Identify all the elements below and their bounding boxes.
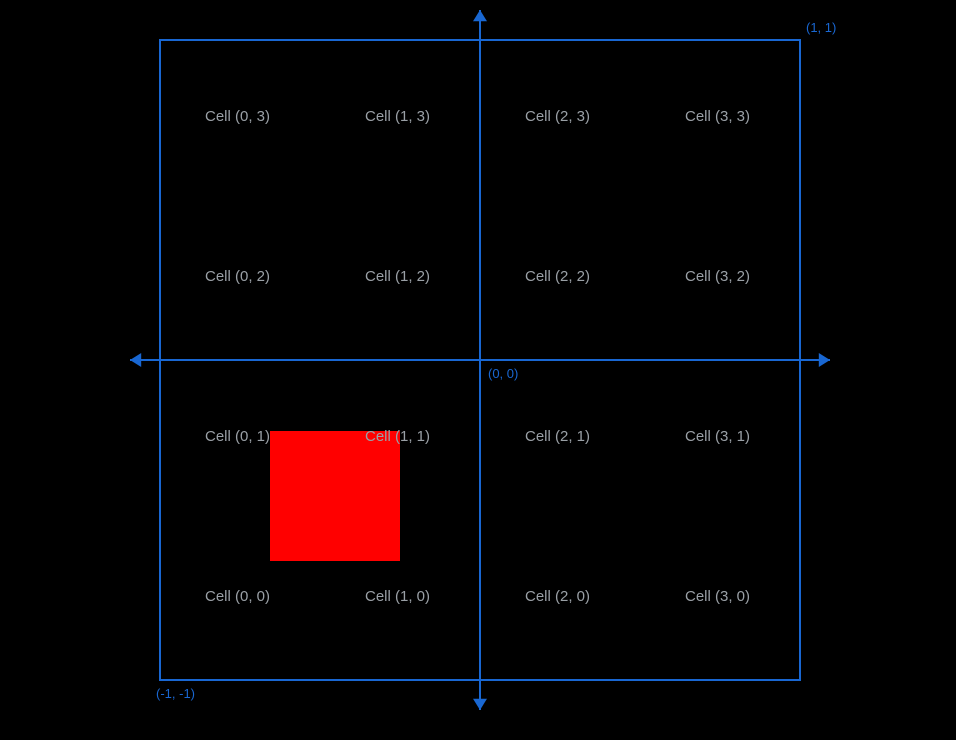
cell-label: Cell (3, 1) — [685, 428, 750, 445]
origin-label: (0, 0) — [488, 366, 518, 381]
cell-label: Cell (1, 1) — [365, 428, 430, 445]
cell-label: Cell (3, 0) — [685, 588, 750, 605]
cell-label: Cell (2, 2) — [525, 268, 590, 285]
cell-label: Cell (2, 1) — [525, 428, 590, 445]
cell-label: Cell (1, 3) — [365, 108, 430, 125]
diagram-svg — [0, 0, 956, 735]
cell-label: Cell (0, 0) — [205, 588, 270, 605]
coordinate-diagram: (1, 1) (-1, -1) (0, 0) Cell (0, 3) Cell (… — [0, 0, 956, 735]
cell-label: Cell (1, 0) — [365, 588, 430, 605]
cell-label: Cell (0, 1) — [205, 428, 270, 445]
corner-label-top-right: (1, 1) — [806, 20, 836, 35]
cell-label: Cell (2, 3) — [525, 108, 590, 125]
corner-label-bottom-left: (-1, -1) — [156, 686, 195, 701]
cell-label: Cell (1, 2) — [365, 268, 430, 285]
cell-label: Cell (3, 2) — [685, 268, 750, 285]
cell-label: Cell (0, 2) — [205, 268, 270, 285]
cell-label: Cell (0, 3) — [205, 108, 270, 125]
cell-label: Cell (2, 0) — [525, 588, 590, 605]
cell-label: Cell (3, 3) — [685, 108, 750, 125]
